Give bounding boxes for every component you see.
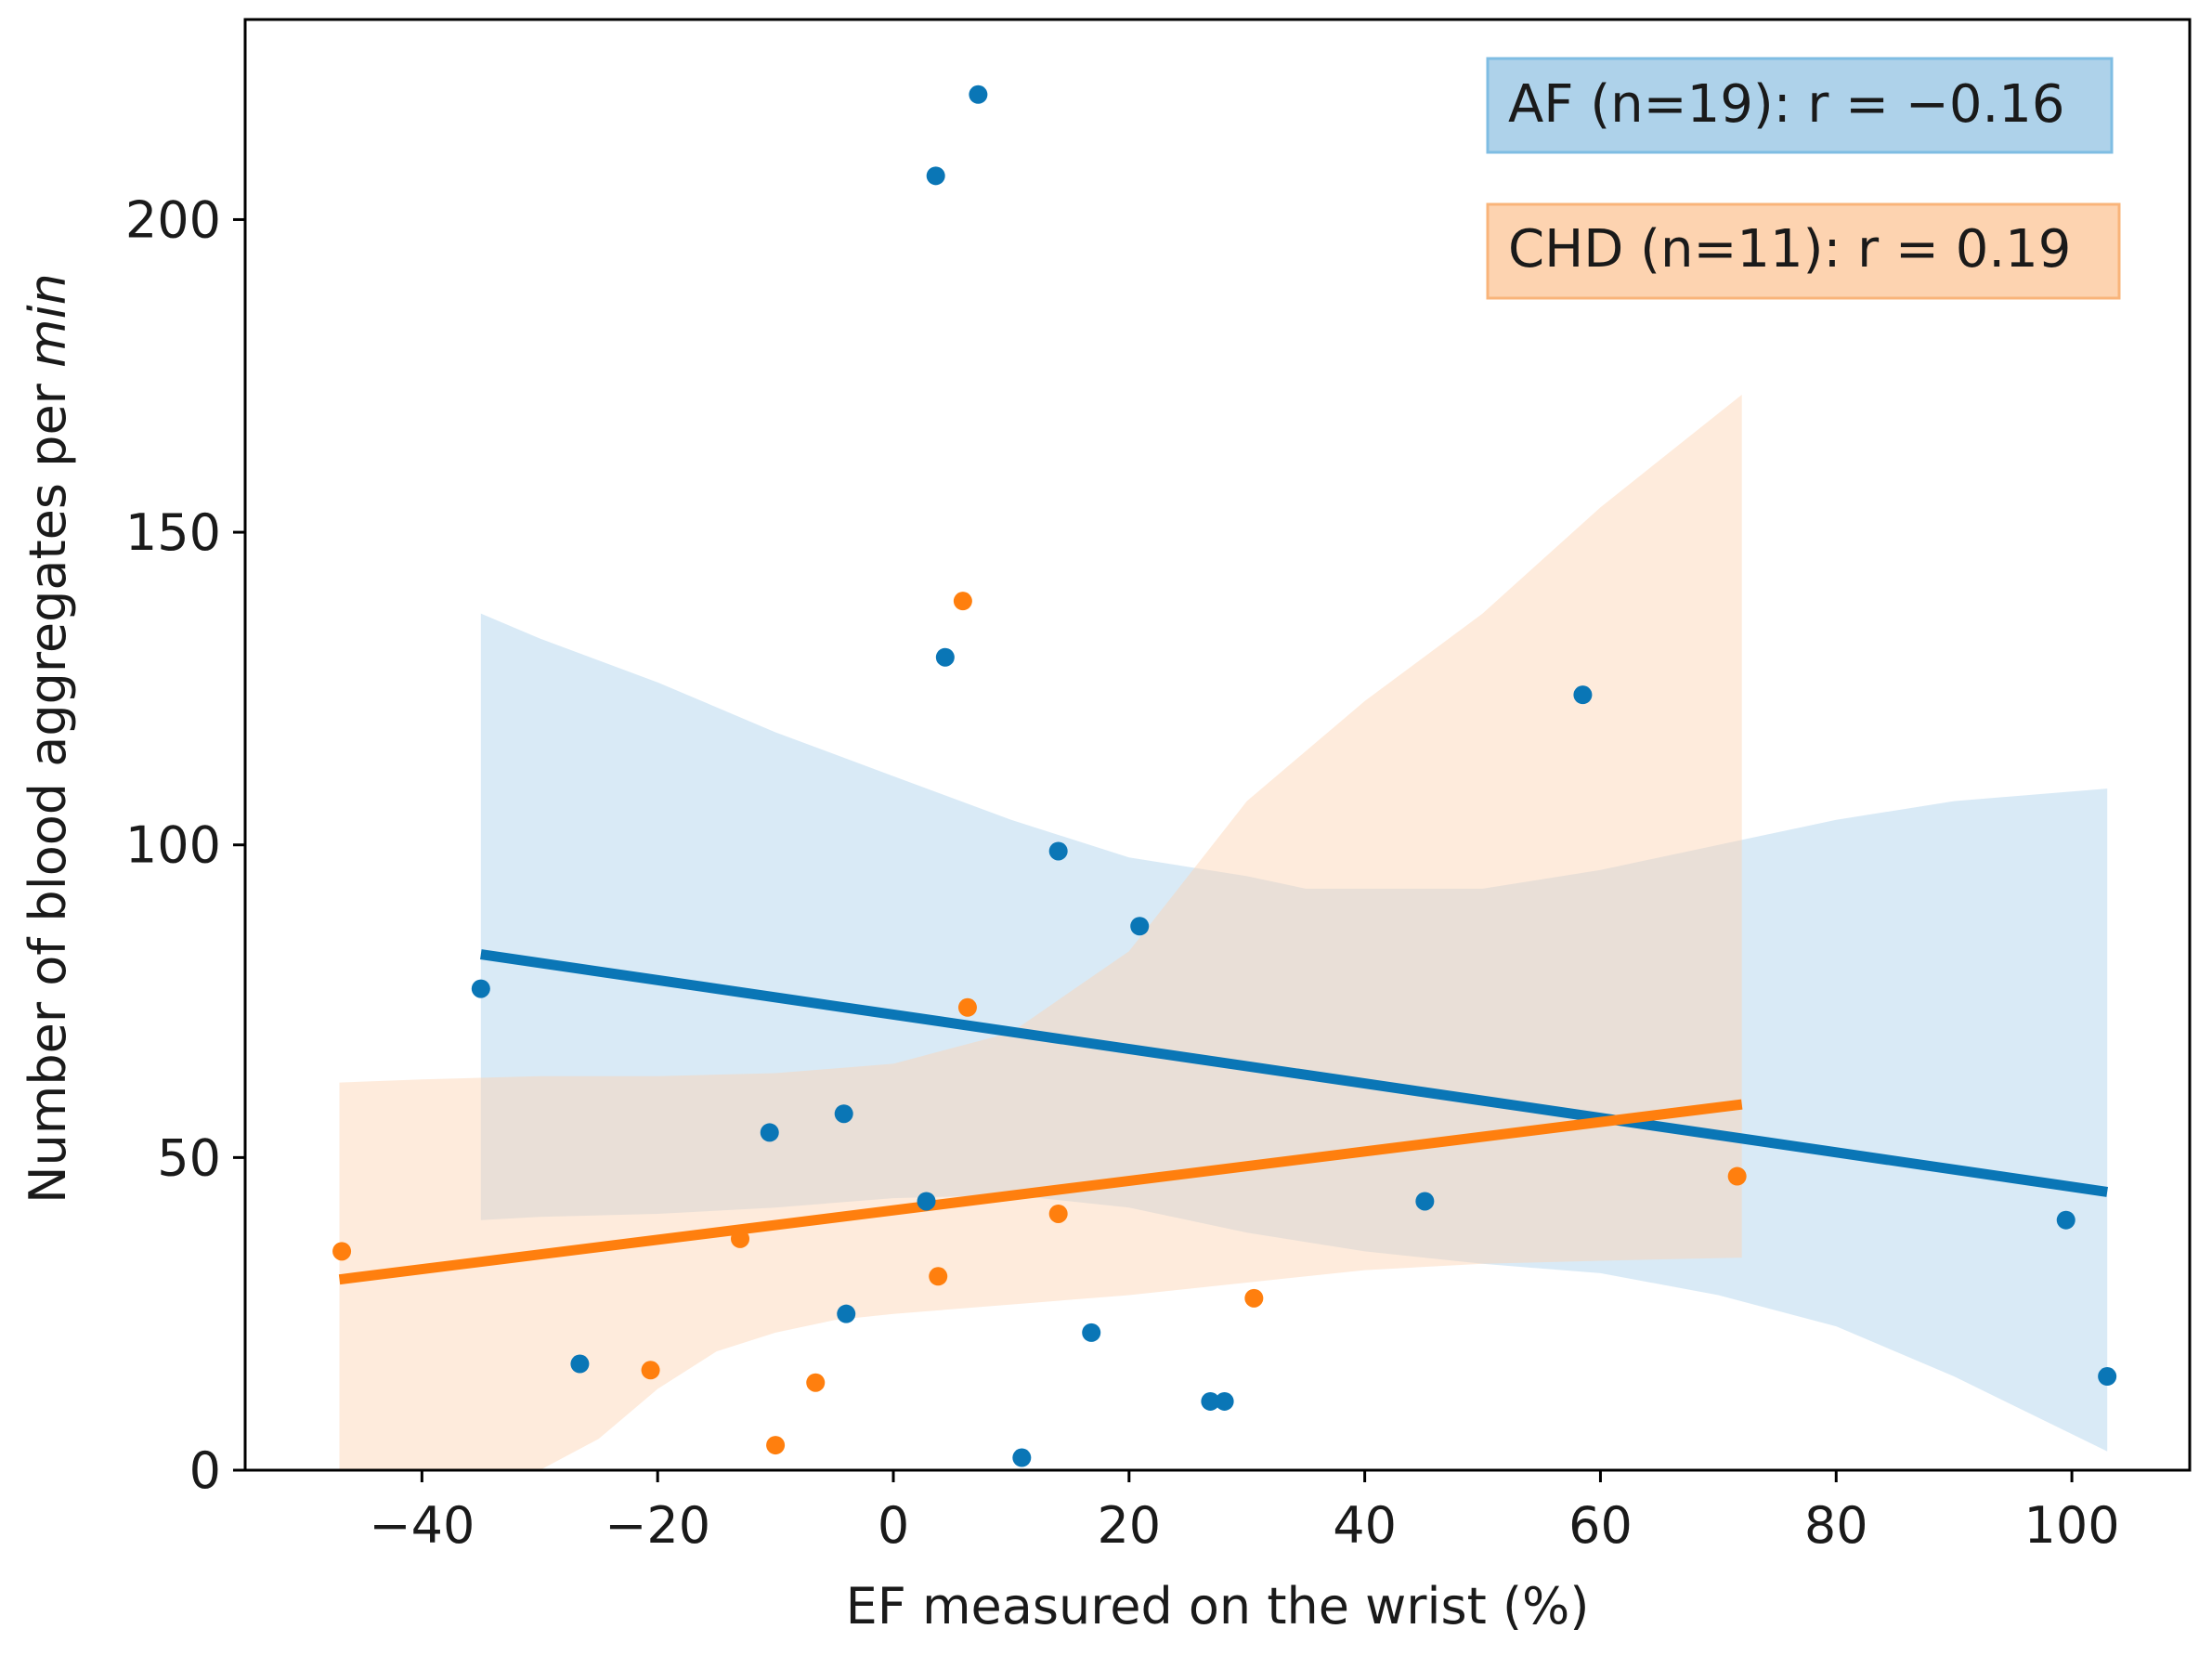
y-axis-label: Number of blood aggregates per min xyxy=(19,273,77,1204)
data-points xyxy=(332,85,2117,1467)
legend-chd-box xyxy=(1486,202,2121,300)
confidence-bands xyxy=(339,395,2108,1470)
af-data-point xyxy=(1082,1323,1101,1342)
chd-data-point xyxy=(332,1242,352,1261)
x-axis-label: EF measured on the wrist (%) xyxy=(846,1577,1590,1635)
af-data-point xyxy=(1573,685,1593,705)
af-data-point xyxy=(1130,917,1150,936)
chd-data-point xyxy=(929,1267,948,1286)
af-regression-line xyxy=(480,949,2108,1197)
plot-frame xyxy=(243,18,2192,1472)
y-axis-label-unit: min xyxy=(19,273,77,368)
af-data-point xyxy=(1048,841,1068,861)
af-data-point xyxy=(834,1104,853,1124)
chd-data-point xyxy=(731,1229,750,1248)
af-confidence-band xyxy=(480,613,2108,1452)
y-axis-ticks: 0 50 100 150 200 xyxy=(125,190,245,1500)
af-data-point xyxy=(570,1354,590,1374)
chd-data-point xyxy=(1048,1204,1068,1223)
af-data-point xyxy=(2056,1210,2075,1230)
chd-regression-line xyxy=(338,1099,1743,1285)
x-tick-label: 20 xyxy=(1097,1496,1161,1555)
y-tick-label: 200 xyxy=(125,190,221,249)
legend-chd: CHD (n=11): r = 0.19 xyxy=(1486,202,2121,300)
af-data-point xyxy=(1415,1192,1435,1211)
chd-confidence-band xyxy=(339,395,1742,1470)
af-data-point xyxy=(2098,1367,2117,1387)
chd-data-point xyxy=(1244,1288,1264,1308)
y-tick-label: 100 xyxy=(125,816,221,875)
y-axis-label-text: Number of blood aggregates per xyxy=(19,368,77,1204)
af-data-point xyxy=(760,1123,779,1142)
legend-chd-label: CHD (n=11): r = 0.19 xyxy=(1508,219,2071,280)
x-tick-label: 0 xyxy=(878,1496,909,1555)
chd-data-point xyxy=(766,1436,786,1455)
chd-data-point xyxy=(1727,1166,1747,1186)
af-data-point xyxy=(935,647,955,667)
regression-lines xyxy=(338,949,2108,1285)
legend-af: AF (n=19): r = −0.16 xyxy=(1486,57,2114,154)
x-tick-label: −40 xyxy=(369,1496,475,1555)
af-data-point xyxy=(969,85,988,104)
x-tick-label: −20 xyxy=(605,1496,710,1555)
x-tick-label: 40 xyxy=(1333,1496,1397,1555)
af-data-point xyxy=(917,1192,936,1211)
chd-data-point xyxy=(641,1361,660,1380)
af-data-point xyxy=(1012,1448,1032,1467)
legend-af-label: AF (n=19): r = −0.16 xyxy=(1508,74,2065,135)
af-data-point xyxy=(1201,1391,1220,1411)
x-tick-label: 80 xyxy=(1804,1496,1868,1555)
x-axis-ticks: −40 −20 0 20 40 60 80 100 xyxy=(369,1470,2120,1555)
af-data-point xyxy=(837,1304,856,1323)
y-tick-label: 50 xyxy=(157,1128,221,1187)
x-tick-label: 100 xyxy=(2024,1496,2120,1555)
chd-data-point xyxy=(953,592,972,611)
legend-af-box xyxy=(1486,57,2114,154)
y-tick-label: 150 xyxy=(125,503,221,562)
chd-data-point xyxy=(806,1373,826,1392)
y-tick-label: 0 xyxy=(189,1441,221,1500)
af-data-point xyxy=(926,166,945,186)
af-data-point xyxy=(1215,1391,1234,1411)
af-data-point xyxy=(471,979,490,998)
chd-data-point xyxy=(957,997,977,1017)
x-tick-label: 60 xyxy=(1568,1496,1633,1555)
